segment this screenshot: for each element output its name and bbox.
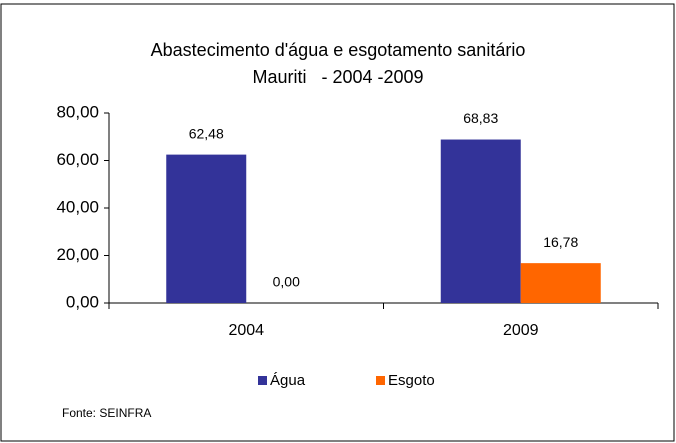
- y-tick-label: 60,00: [56, 150, 99, 169]
- legend-swatch: [258, 376, 267, 385]
- value-label: 0,00: [273, 274, 300, 290]
- legend-label: Esgoto: [388, 372, 435, 389]
- y-tick-label: 20,00: [56, 245, 99, 264]
- bar: [166, 154, 247, 303]
- legend-swatch: [376, 376, 385, 385]
- y-tick-label: 0,00: [66, 292, 99, 311]
- chart-title: Abastecimento d'água e esgotamento sanit…: [151, 40, 526, 60]
- value-label: 62,48: [189, 125, 224, 141]
- bar: [440, 139, 521, 303]
- value-label: 16,78: [543, 234, 578, 250]
- chart-border: [0, 3, 675, 442]
- y-tick-label: 80,00: [56, 102, 99, 121]
- value-label: 68,83: [463, 110, 498, 126]
- x-tick-label: 2009: [503, 322, 539, 339]
- legend-label: Água: [270, 372, 306, 389]
- source-note: Fonte: SEINFRA: [62, 406, 151, 420]
- bar: [520, 263, 601, 303]
- x-tick-label: 2004: [228, 322, 264, 339]
- chart-subtitle: Mauriti - 2004 -2009: [252, 67, 423, 87]
- y-tick-label: 40,00: [56, 197, 99, 216]
